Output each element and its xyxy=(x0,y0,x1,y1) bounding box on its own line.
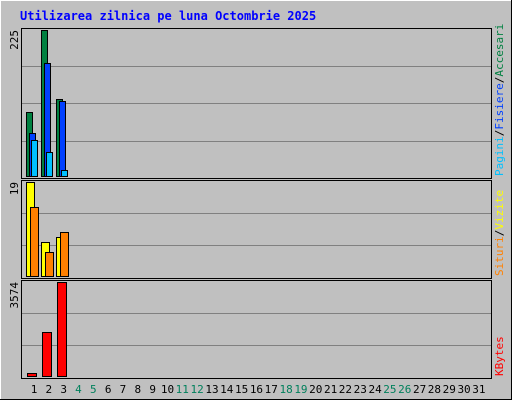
x-tick-day-17: 17 xyxy=(265,383,278,396)
x-tick-day-5: 5 xyxy=(90,383,97,396)
legend-entry-situri: Situri xyxy=(493,236,506,276)
legend-entry-vizite: Vizite xyxy=(493,190,506,230)
x-tick-day-20: 20 xyxy=(309,383,322,396)
bar-kbytes-day-1 xyxy=(27,373,37,377)
panel-kbytes: 3574 KBytes xyxy=(8,280,506,379)
x-tick-day-19: 19 xyxy=(294,383,307,396)
legend-entry-: / xyxy=(493,230,506,237)
legend-entry-fisiere: Fisiere xyxy=(493,83,506,129)
legend-entry-: / xyxy=(493,130,506,137)
x-tick-day-12: 12 xyxy=(191,383,204,396)
x-tick-day-14: 14 xyxy=(220,383,234,396)
x-tick-day-4: 4 xyxy=(75,383,82,396)
bar-situri-day-1 xyxy=(30,207,39,277)
bar-pagini-day-1 xyxy=(31,140,38,177)
bar-pagini-day-2 xyxy=(46,152,53,177)
x-tick-day-3: 3 xyxy=(60,383,67,396)
panel-visits-ymax-label: 19 xyxy=(8,182,21,195)
x-tick-day-24: 24 xyxy=(368,383,382,396)
x-tick-day-9: 9 xyxy=(149,383,156,396)
legend-entry-kbytes: KBytes xyxy=(493,336,506,376)
legend-entry-accesari: Accesari xyxy=(493,24,506,77)
panel-kbytes-legend: KBytes xyxy=(493,336,506,376)
x-tick-day-11: 11 xyxy=(176,383,189,396)
panel-visits-legend: Situri/Vizite xyxy=(493,190,506,276)
x-tick-day-18: 18 xyxy=(279,383,292,396)
panel-kbytes-border xyxy=(21,280,492,379)
x-tick-day-7: 7 xyxy=(120,383,127,396)
chart-title: Utilizarea zilnica pe luna Octombrie 202… xyxy=(20,9,316,23)
x-tick-day-6: 6 xyxy=(105,383,112,396)
bar-kbytes-day-3 xyxy=(57,282,67,377)
x-tick-day-2: 2 xyxy=(46,383,53,396)
panel-visits-border xyxy=(21,180,492,279)
legend-entry-: / xyxy=(493,77,506,84)
panel-visits: 19 Situri/Vizite xyxy=(8,180,506,279)
x-tick-day-30: 30 xyxy=(457,383,470,396)
x-tick-day-10: 10 xyxy=(161,383,174,396)
x-tick-day-21: 21 xyxy=(324,383,337,396)
x-tick-day-28: 28 xyxy=(428,383,441,396)
x-tick-day-29: 29 xyxy=(443,383,456,396)
panel-kbytes-ymax-label: 3574 xyxy=(8,282,21,309)
panel-hits-ymax-label: 225 xyxy=(8,30,21,50)
x-tick-day-23: 23 xyxy=(354,383,367,396)
bar-fisiere-day-3 xyxy=(59,101,66,177)
x-tick-day-25: 25 xyxy=(383,383,396,396)
chart-panels: 225Pagini/Fisiere/Accesari19Situri/Vizit… xyxy=(8,24,506,379)
bar-pagini-day-3 xyxy=(61,170,68,177)
x-tick-day-15: 15 xyxy=(235,383,248,396)
x-tick-day-31: 31 xyxy=(472,383,485,396)
panel-hits-legend: Pagini/Fisiere/Accesari xyxy=(493,24,506,176)
x-tick-day-27: 27 xyxy=(413,383,426,396)
x-tick-day-26: 26 xyxy=(398,383,411,396)
legend-entry-pagini: Pagini xyxy=(493,136,506,176)
x-axis-day-labels: 1 2 3 4 5 6 7 8 9 10 11 12 13 14 15 16 17 18 19 20 21 22 23 24 2… xyxy=(31,383,486,396)
bar-situri-day-2 xyxy=(45,252,54,277)
x-tick-day-1: 1 xyxy=(31,383,38,396)
x-tick-day-13: 13 xyxy=(205,383,218,396)
x-tick-day-8: 8 xyxy=(134,383,141,396)
bar-kbytes-day-2 xyxy=(42,332,52,377)
x-tick-day-16: 16 xyxy=(250,383,263,396)
bar-situri-day-3 xyxy=(60,232,69,277)
x-tick-day-22: 22 xyxy=(339,383,352,396)
